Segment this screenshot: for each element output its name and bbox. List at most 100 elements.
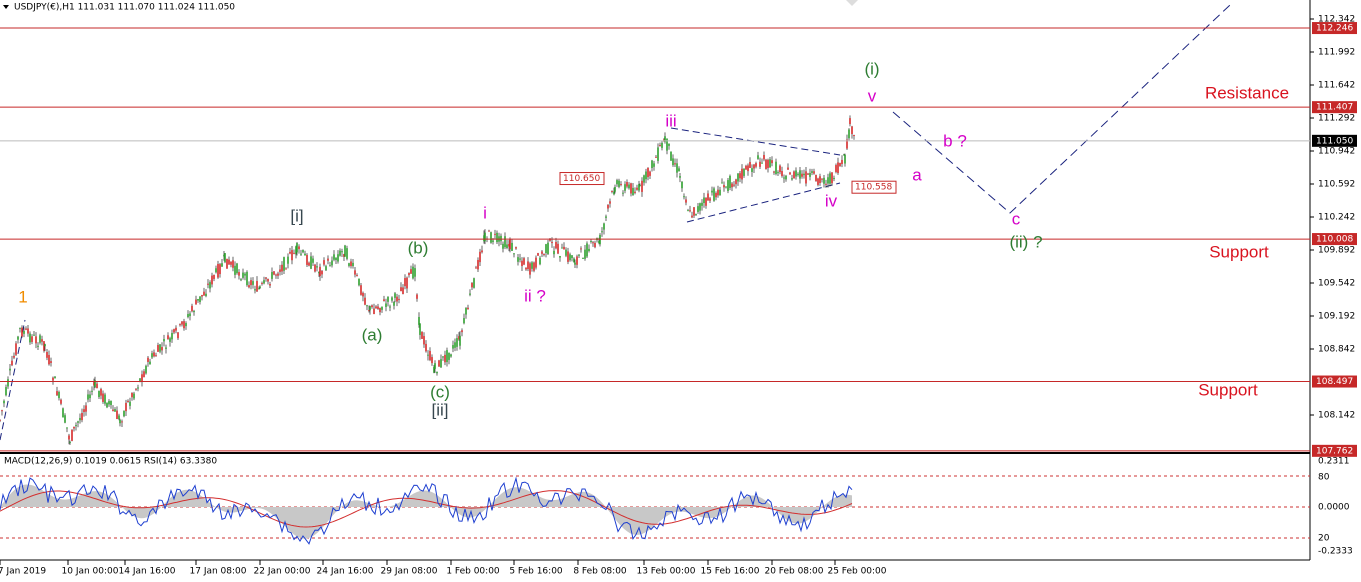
wave-label: (ii) ? <box>1009 232 1042 251</box>
candle-body <box>622 192 624 194</box>
candle-body <box>391 297 393 301</box>
candle-body <box>467 307 469 310</box>
wave-label: (b) <box>408 238 429 257</box>
candle-body <box>446 350 448 363</box>
candle-body <box>93 380 95 386</box>
indicator-header: MACD(12,26,9) 0.1019 0.0615 RSI(14) 63.3… <box>4 457 217 467</box>
candle-body <box>679 176 681 178</box>
candle-body <box>835 165 837 173</box>
candle-body <box>815 174 817 182</box>
candle-body <box>614 187 616 192</box>
candle-body <box>563 246 565 250</box>
candle-body <box>75 425 77 427</box>
candle-body <box>366 305 368 307</box>
candle-body <box>737 173 739 182</box>
candle-body <box>283 257 285 271</box>
candle-body <box>173 329 175 333</box>
time-tick-label: 20 Feb 08:00 <box>764 567 823 577</box>
wave-label: 1 <box>18 287 27 306</box>
candle-body <box>81 413 83 421</box>
candle-body <box>795 170 797 177</box>
triangle-line <box>670 127 841 156</box>
candle-body <box>605 216 607 218</box>
candle-body <box>571 255 573 259</box>
candle-body <box>23 331 25 334</box>
candle-body <box>62 408 64 418</box>
candle-body <box>213 274 215 279</box>
candle-body <box>58 391 60 399</box>
candle-body <box>757 155 759 159</box>
candle-body <box>506 244 508 248</box>
wave-label: [i] <box>290 206 303 225</box>
candle-body <box>494 233 496 235</box>
candle-body <box>187 314 189 318</box>
candle-body <box>456 338 458 347</box>
candle-body <box>777 172 779 174</box>
candle-body <box>203 291 205 296</box>
candle-body <box>504 236 506 248</box>
candle-body <box>368 310 370 312</box>
candle-body <box>791 178 793 180</box>
wave-label: a <box>912 165 922 184</box>
candle-body <box>244 273 246 276</box>
candle-body <box>584 249 586 259</box>
price-level-label: 112.246 <box>1316 24 1353 34</box>
candle-body <box>121 421 123 423</box>
candle-body <box>337 254 339 262</box>
candle-body <box>436 371 438 374</box>
candle-body <box>37 345 39 347</box>
candle-body <box>302 249 304 253</box>
candle-body <box>157 345 159 352</box>
candle-body <box>50 361 52 363</box>
candle-body <box>179 324 181 326</box>
candle-body <box>398 298 400 300</box>
candle-body <box>254 289 256 291</box>
candle-body <box>102 393 104 402</box>
candle-body <box>709 198 711 201</box>
macd-signal <box>0 490 853 528</box>
candle-body <box>27 328 29 334</box>
candle-body <box>628 184 630 189</box>
candle-body <box>219 264 221 275</box>
candle-body <box>661 142 663 148</box>
candle-body <box>638 184 640 191</box>
candle-body <box>248 285 250 288</box>
wave-label: ii ? <box>524 286 546 305</box>
candle-body <box>616 180 618 185</box>
wave-label: (c) <box>430 382 450 401</box>
candle-body <box>5 387 7 396</box>
candle-body <box>56 391 58 396</box>
candle-body <box>267 278 269 282</box>
candle-body <box>733 184 735 186</box>
candle-body <box>701 202 703 206</box>
price-note: 110.650 <box>563 174 600 184</box>
candle-body <box>419 323 421 335</box>
candle-body <box>421 331 423 339</box>
candle-body <box>17 336 19 340</box>
candle-body <box>523 258 525 265</box>
candle-body <box>655 156 657 158</box>
candle-body <box>781 171 783 177</box>
candle-body <box>277 273 279 276</box>
candle-body <box>471 282 473 288</box>
candle-body <box>141 374 143 382</box>
candle-body <box>657 147 659 161</box>
candle-body <box>362 292 364 297</box>
candle-body <box>263 280 265 284</box>
candle-body <box>68 435 70 440</box>
candle-body <box>609 201 611 204</box>
candle-body <box>672 158 674 166</box>
candle-body <box>703 197 705 204</box>
candle-body <box>479 251 481 263</box>
candle-body <box>823 177 825 184</box>
candle-body <box>271 272 273 279</box>
candle-body <box>1 410 3 412</box>
candle-body <box>240 279 242 281</box>
candle-body <box>427 354 429 356</box>
candle-body <box>683 196 685 198</box>
candle-body <box>761 162 763 164</box>
wave-label: [ii] <box>432 400 449 419</box>
candle-body <box>389 306 391 308</box>
macd-histogram <box>0 484 852 539</box>
candle-body <box>119 419 121 424</box>
